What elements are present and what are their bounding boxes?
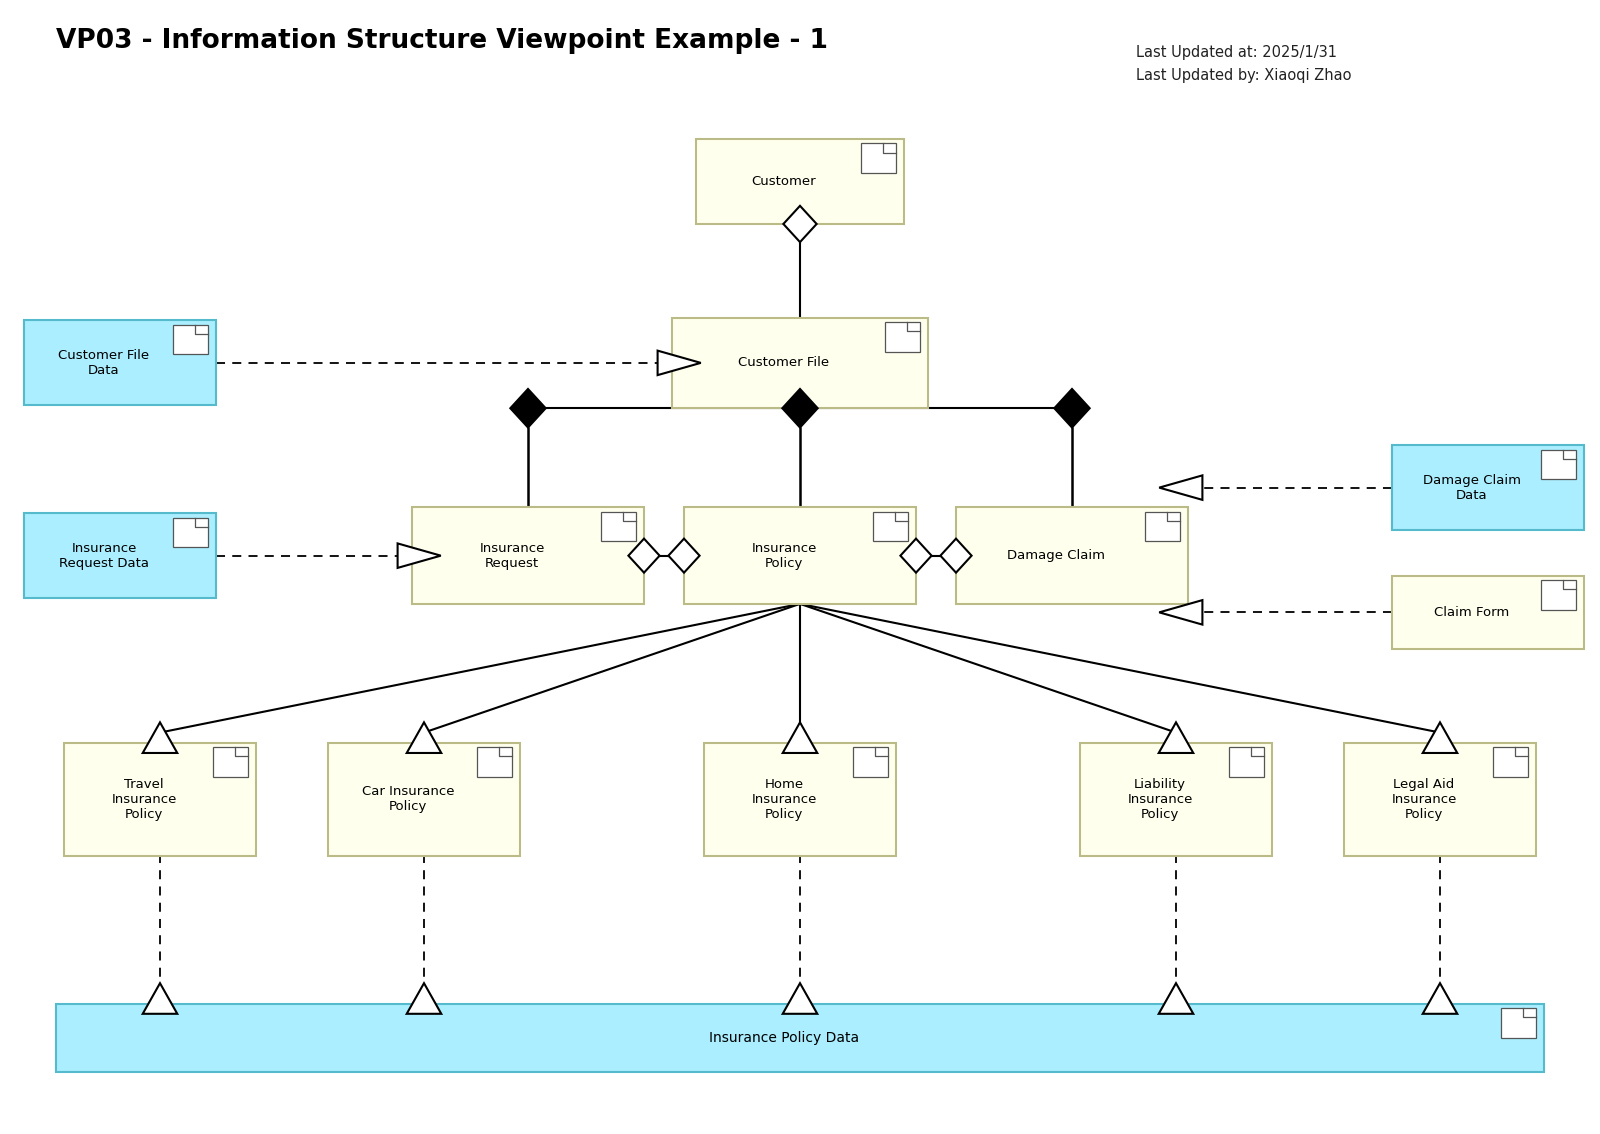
FancyBboxPatch shape [861,144,896,174]
FancyBboxPatch shape [957,508,1187,603]
Text: Damage Claim: Damage Claim [1006,549,1106,562]
Text: Insurance
Request: Insurance Request [480,542,544,569]
FancyBboxPatch shape [1493,747,1528,777]
Polygon shape [1158,600,1203,625]
Text: Home
Insurance
Policy: Home Insurance Policy [752,778,816,821]
Polygon shape [784,206,816,243]
FancyBboxPatch shape [1541,581,1576,610]
FancyBboxPatch shape [1392,446,1584,531]
FancyBboxPatch shape [173,324,208,354]
Polygon shape [901,539,931,573]
Polygon shape [1054,389,1090,428]
FancyBboxPatch shape [685,508,915,603]
Text: Legal Aid
Insurance
Policy: Legal Aid Insurance Policy [1392,778,1456,821]
FancyBboxPatch shape [477,747,512,777]
Text: Insurance
Request Data: Insurance Request Data [59,542,149,569]
FancyBboxPatch shape [704,743,896,856]
Polygon shape [1422,722,1458,753]
Polygon shape [941,539,971,573]
Polygon shape [782,389,818,428]
FancyBboxPatch shape [24,321,216,406]
Polygon shape [629,539,659,573]
Text: Car Insurance
Policy: Car Insurance Policy [362,786,454,813]
Polygon shape [1158,983,1194,1014]
FancyBboxPatch shape [1392,576,1584,649]
FancyBboxPatch shape [24,513,216,599]
Polygon shape [398,543,442,568]
Polygon shape [1158,475,1203,500]
FancyBboxPatch shape [328,743,520,856]
FancyBboxPatch shape [874,513,909,542]
FancyBboxPatch shape [1229,747,1264,777]
Polygon shape [406,983,442,1014]
Text: Customer File: Customer File [739,356,829,370]
FancyBboxPatch shape [696,139,904,225]
FancyBboxPatch shape [413,508,643,603]
Text: Damage Claim
Data: Damage Claim Data [1422,474,1522,501]
FancyBboxPatch shape [64,743,256,856]
Text: Insurance Policy Data: Insurance Policy Data [709,1031,859,1044]
Polygon shape [782,722,818,753]
FancyBboxPatch shape [853,747,888,777]
Text: VP03 - Information Structure Viewpoint Example - 1: VP03 - Information Structure Viewpoint E… [56,28,829,54]
Polygon shape [406,722,442,753]
Text: Customer File
Data: Customer File Data [59,349,149,376]
FancyBboxPatch shape [1146,513,1181,542]
Polygon shape [669,539,699,573]
FancyBboxPatch shape [1080,743,1272,856]
FancyBboxPatch shape [1501,1008,1536,1038]
Polygon shape [142,722,178,753]
FancyBboxPatch shape [885,322,920,352]
FancyBboxPatch shape [1344,743,1536,856]
Polygon shape [782,983,818,1014]
FancyBboxPatch shape [213,747,248,777]
Text: Travel
Insurance
Policy: Travel Insurance Policy [112,778,176,821]
FancyBboxPatch shape [173,518,208,548]
FancyBboxPatch shape [602,513,637,542]
Polygon shape [142,983,178,1014]
Polygon shape [1422,983,1458,1014]
Text: Liability
Insurance
Policy: Liability Insurance Policy [1128,778,1192,821]
FancyBboxPatch shape [672,318,928,408]
Text: Customer: Customer [752,175,816,188]
Polygon shape [510,389,546,428]
FancyBboxPatch shape [56,1004,1544,1072]
Polygon shape [658,350,701,375]
Text: Last Updated at: 2025/1/31
Last Updated by: Xiaoqi Zhao: Last Updated at: 2025/1/31 Last Updated … [1136,45,1352,83]
FancyBboxPatch shape [1541,450,1576,480]
Polygon shape [1158,722,1194,753]
Text: Insurance
Policy: Insurance Policy [752,542,816,569]
Text: Claim Form: Claim Form [1434,606,1510,619]
